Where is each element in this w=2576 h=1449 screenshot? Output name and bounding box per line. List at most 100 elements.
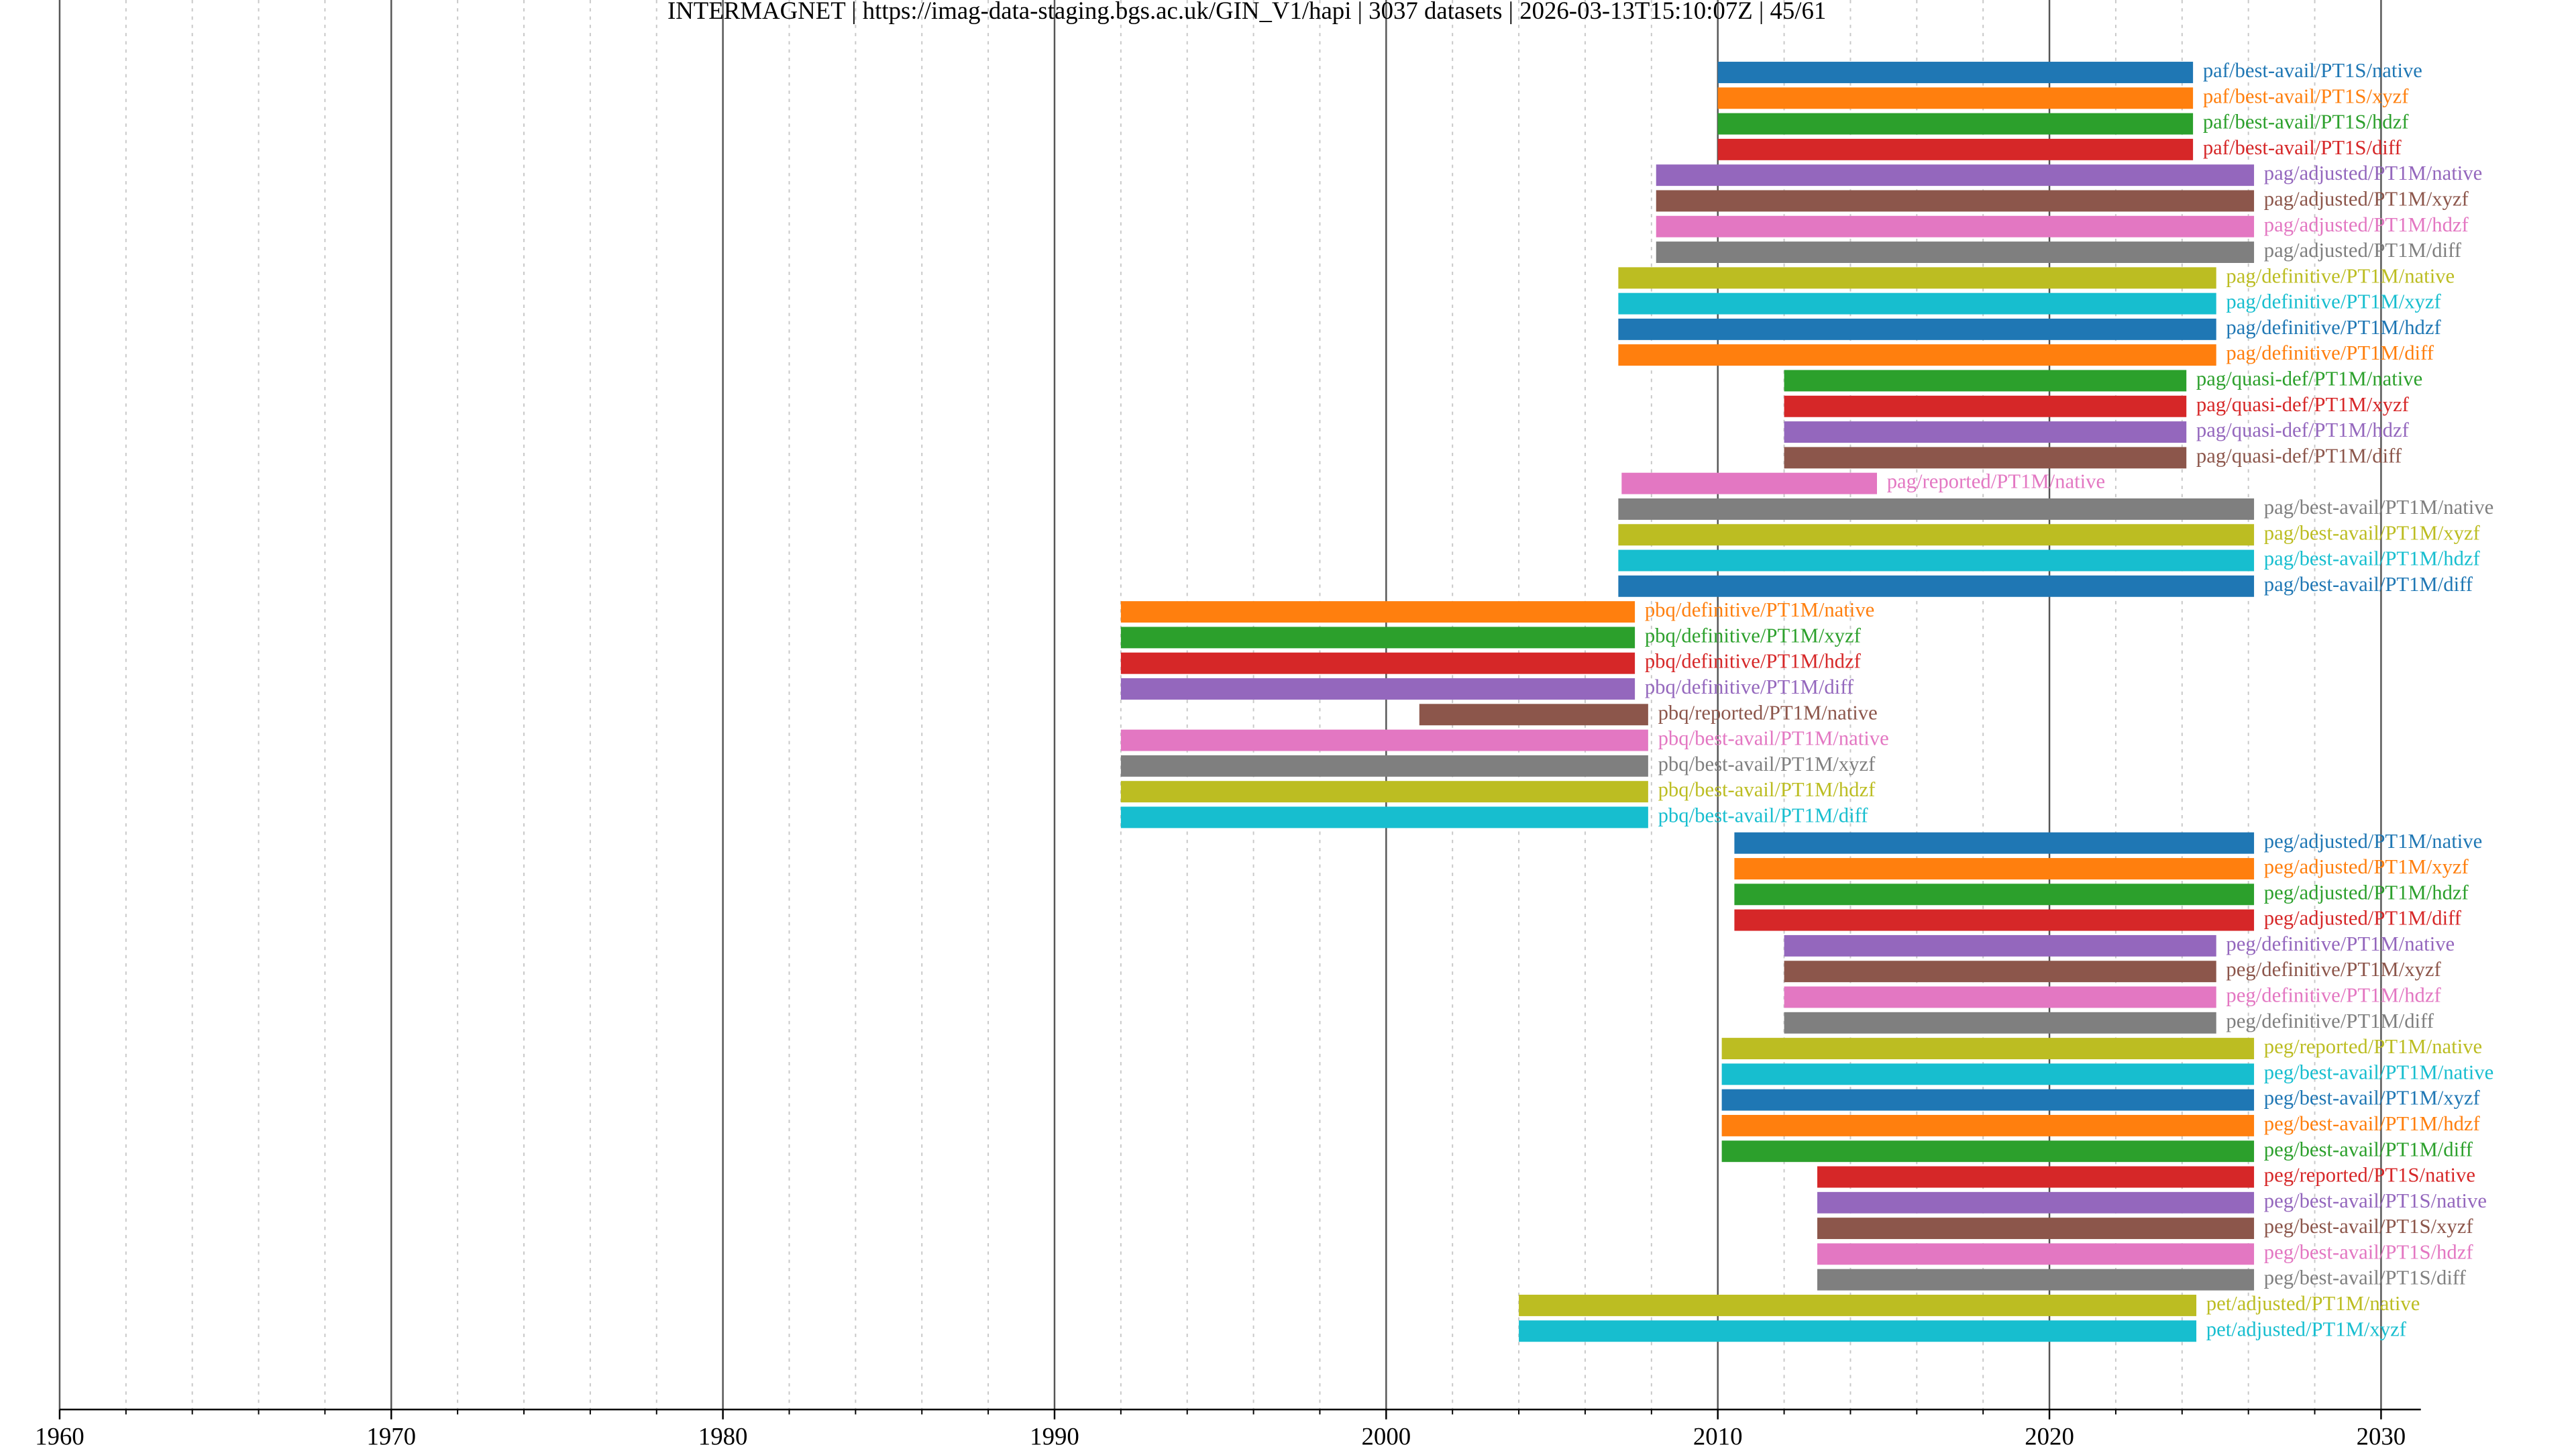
bar-label: pet/adjusted/PT1M/xyzf (2206, 1318, 2407, 1340)
bar-label: paf/best-avail/PT1S/hdzf (2203, 111, 2409, 133)
bar-label: pag/definitive/PT1M/xyzf (2226, 290, 2441, 313)
bar-label: pag/quasi-def/PT1M/xyzf (2196, 393, 2410, 416)
bar-label: pet/adjusted/PT1M/native (2206, 1292, 2420, 1315)
bar-label: peg/best-avail/PT1S/diff (2264, 1267, 2467, 1289)
bar (1817, 1191, 2255, 1214)
bar-label: pag/quasi-def/PT1M/hdzf (2196, 419, 2410, 441)
bar (1717, 138, 2194, 160)
bar (1656, 215, 2255, 237)
bar-label: pag/quasi-def/PT1M/native (2196, 368, 2422, 390)
bar-label: peg/definitive/PT1M/hdzf (2226, 984, 2441, 1007)
bar-label: peg/best-avail/PT1S/hdzf (2264, 1240, 2474, 1263)
bar (1419, 704, 1648, 726)
x-axis-ticks: 1960 1970 1980 1990 2000 2010 2020 2030 (35, 1409, 2406, 1449)
bar-label: pag/adjusted/PT1M/xyzf (2264, 188, 2469, 211)
bar (1120, 781, 1648, 803)
bar (1656, 241, 2255, 263)
bar (1618, 292, 2216, 315)
bar (1721, 1114, 2255, 1136)
bar-label: pag/adjusted/PT1M/native (2264, 162, 2482, 184)
bar (1717, 87, 2194, 109)
bar-label: peg/definitive/PT1M/native (2226, 932, 2455, 955)
bar (1734, 832, 2255, 854)
bars: paf/best-avail/PT1S/native paf/best-avail… (1120, 59, 2493, 1342)
bar-label: peg/reported/PT1S/native (2264, 1164, 2475, 1187)
bar (1618, 498, 2255, 520)
bar (1784, 934, 2216, 957)
bar-label: peg/reported/PT1M/native (2264, 1035, 2482, 1058)
bar-label: peg/adjusted/PT1M/native (2264, 830, 2482, 853)
bar (1120, 729, 1648, 751)
bar-label: pbq/definitive/PT1M/hdzf (1645, 650, 1862, 673)
x-tick-label: 2000 (1362, 1423, 1411, 1449)
bar (1817, 1243, 2255, 1265)
bar (1717, 62, 2194, 83)
bar-label: pag/best-avail/PT1M/hdzf (2264, 547, 2481, 570)
bar (1621, 472, 1877, 494)
bar (1721, 1089, 2255, 1111)
bar-label: peg/adjusted/PT1M/diff (2264, 907, 2462, 930)
bar (1784, 395, 2187, 417)
bar-label: pbq/reported/PT1M/native (1658, 701, 1878, 724)
bar (1120, 652, 1635, 674)
bar (1784, 447, 2187, 469)
bar (1120, 806, 1648, 828)
bar (1618, 344, 2216, 366)
bar-label: pag/definitive/PT1M/native (2226, 264, 2455, 287)
bar (1120, 755, 1648, 777)
bar (1618, 549, 2255, 572)
bar-label: paf/best-avail/PT1S/native (2203, 59, 2422, 82)
bar (1519, 1295, 2197, 1316)
bar-label: pag/reported/PT1M/native (1887, 470, 2105, 493)
bar-label: peg/best-avail/PT1M/hdzf (2264, 1112, 2481, 1135)
bar (1817, 1166, 2255, 1188)
bar-label: pag/adjusted/PT1M/hdzf (2264, 213, 2469, 236)
bar (1120, 678, 1635, 700)
bar-label: peg/definitive/PT1M/xyzf (2226, 958, 2441, 981)
bar-label: peg/best-avail/PT1M/xyzf (2264, 1087, 2481, 1110)
bar (1656, 164, 2255, 186)
bar (1784, 421, 2187, 443)
bar-label: peg/definitive/PT1M/diff (2226, 1010, 2434, 1032)
bar-label: paf/best-avail/PT1S/diff (2203, 136, 2402, 159)
bar (1817, 1269, 2255, 1291)
bar (1784, 370, 2187, 392)
bar (1618, 524, 2255, 546)
x-tick-label: 1990 (1030, 1423, 1079, 1449)
x-tick-label: 1970 (366, 1423, 416, 1449)
bar-label: peg/best-avail/PT1S/xyzf (2264, 1215, 2474, 1238)
bar-label: peg/best-avail/PT1S/native (2264, 1189, 2487, 1212)
bar-label: pag/best-avail/PT1M/xyzf (2264, 521, 2481, 544)
bar-label: pag/definitive/PT1M/diff (2226, 341, 2434, 364)
bar (1784, 961, 2216, 983)
bar (1618, 318, 2216, 340)
bar-label: paf/best-avail/PT1S/xyzf (2203, 85, 2409, 107)
bar-label: pbq/best-avail/PT1M/native (1658, 727, 1889, 750)
bar-label: pbq/definitive/PT1M/xyzf (1645, 624, 1862, 647)
x-tick-label: 2010 (1693, 1423, 1743, 1449)
bar (1817, 1218, 2255, 1240)
x-tick-label: 2030 (2357, 1423, 2406, 1449)
bar-label: pbq/definitive/PT1M/native (1645, 598, 1874, 621)
chart-title: INTERMAGNET | https://imag-data-staging.… (667, 0, 1826, 24)
bar-label: pag/best-avail/PT1M/native (2264, 496, 2493, 519)
bar (1734, 909, 2255, 931)
bar (1618, 575, 2255, 597)
bar (1618, 267, 2216, 289)
bar (1734, 883, 2255, 906)
bar (1734, 858, 2255, 879)
bar-label: pag/definitive/PT1M/hdzf (2226, 316, 2441, 339)
x-tick-label: 2020 (2025, 1423, 2074, 1449)
bar (1656, 190, 2255, 212)
bar-label: pag/adjusted/PT1M/diff (2264, 239, 2462, 262)
bar-label: peg/adjusted/PT1M/hdzf (2264, 881, 2469, 904)
bar (1717, 113, 2194, 135)
bar (1120, 627, 1635, 649)
bar-label: pbq/best-avail/PT1M/hdzf (1658, 778, 1876, 801)
bar (1784, 986, 2216, 1008)
bar-label: pag/best-avail/PT1M/diff (2264, 573, 2473, 596)
bar (1721, 1140, 2255, 1163)
bar-label: pbq/best-avail/PT1M/diff (1658, 804, 1869, 826)
